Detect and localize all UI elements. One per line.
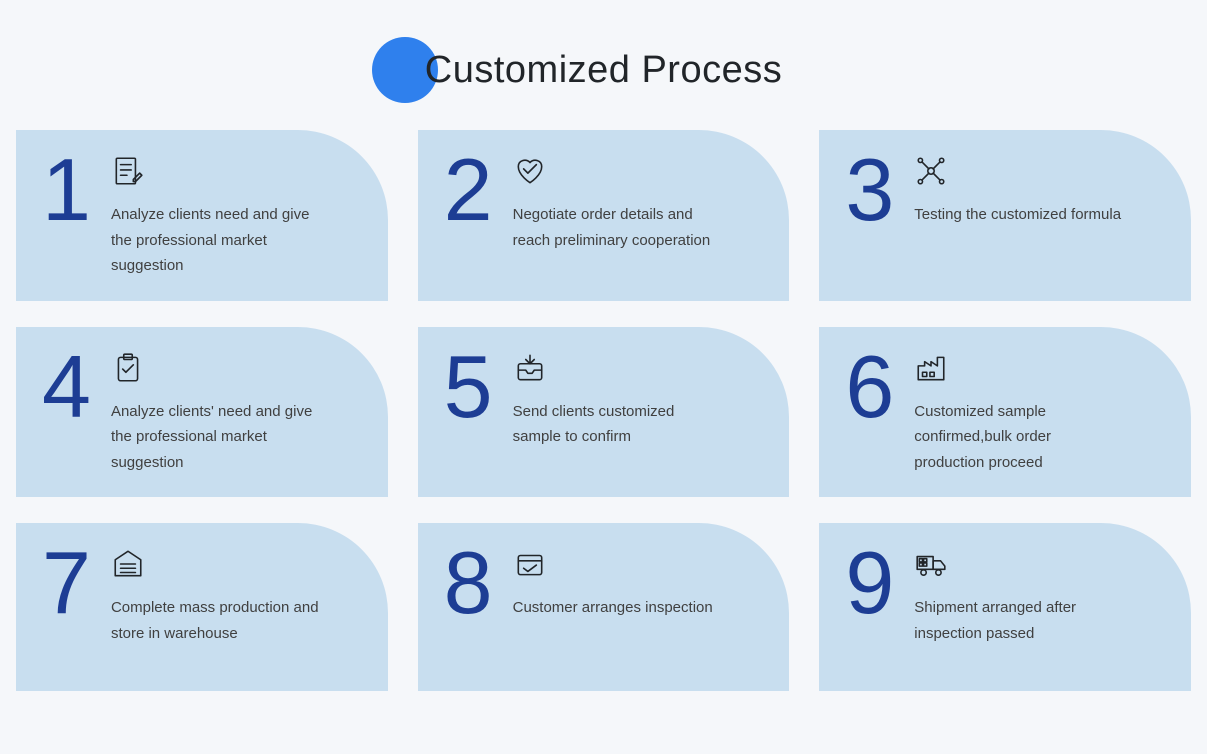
step-body: Shipment arranged after inspection passe… bbox=[914, 545, 1124, 646]
warehouse-icon bbox=[111, 547, 145, 581]
step-number: 7 bbox=[42, 541, 91, 625]
step-text: Negotiate order details and reach prelim… bbox=[513, 202, 723, 253]
step-card-2: 2 Negotiate order details and reach prel… bbox=[418, 130, 790, 301]
edit-note-icon bbox=[111, 154, 145, 188]
step-text: Testing the customized formula bbox=[914, 202, 1121, 228]
step-body: Customer arranges inspection bbox=[513, 545, 713, 621]
page-title: Customized Process bbox=[10, 30, 1197, 110]
step-text: Analyze clients need and give the profes… bbox=[111, 202, 321, 279]
step-body: Negotiate order details and reach prelim… bbox=[513, 152, 723, 253]
step-body: Testing the customized formula bbox=[914, 152, 1121, 228]
step-card-4: 4 Analyze clients' need and give the pro… bbox=[16, 327, 388, 498]
step-text: Customer arranges inspection bbox=[513, 595, 713, 621]
step-card-1: 1 Analyze clients need and give the prof… bbox=[16, 130, 388, 301]
step-card-7: 7 Complete mass production and store in … bbox=[16, 523, 388, 691]
step-number: 2 bbox=[444, 148, 493, 232]
package-check-icon bbox=[513, 547, 547, 581]
clipboard-icon bbox=[111, 351, 145, 385]
step-number: 6 bbox=[845, 345, 894, 429]
step-text: Send clients customized sample to confir… bbox=[513, 399, 723, 450]
step-body: Analyze clients' need and give the profe… bbox=[111, 349, 321, 476]
step-card-9: 9 Shipment arranged after inspection pas… bbox=[819, 523, 1191, 691]
inbox-icon bbox=[513, 351, 547, 385]
handshake-icon bbox=[513, 154, 547, 188]
truck-icon bbox=[914, 547, 948, 581]
step-number: 8 bbox=[444, 541, 493, 625]
step-body: Analyze clients need and give the profes… bbox=[111, 152, 321, 279]
step-text: Shipment arranged after inspection passe… bbox=[914, 595, 1124, 646]
step-number: 4 bbox=[42, 345, 91, 429]
step-number: 1 bbox=[42, 148, 91, 232]
step-body: Send clients customized sample to confir… bbox=[513, 349, 723, 450]
step-text: Analyze clients' need and give the profe… bbox=[111, 399, 321, 476]
factory-icon bbox=[914, 351, 948, 385]
title-row: Customized Process bbox=[10, 30, 1197, 110]
step-number: 5 bbox=[444, 345, 493, 429]
steps-grid: 1 Analyze clients need and give the prof… bbox=[10, 130, 1197, 691]
step-text: Customized sample confirmed,bulk order p… bbox=[914, 399, 1124, 476]
step-body: Customized sample confirmed,bulk order p… bbox=[914, 349, 1124, 476]
molecule-icon bbox=[914, 154, 948, 188]
step-card-8: 8 Customer arranges inspection bbox=[418, 523, 790, 691]
step-body: Complete mass production and store in wa… bbox=[111, 545, 321, 646]
step-card-5: 5 Send clients customized sample to conf… bbox=[418, 327, 790, 498]
step-card-3: 3 Testing the customized formula bbox=[819, 130, 1191, 301]
step-number: 3 bbox=[845, 148, 894, 232]
step-card-6: 6 Customized sample confirmed,bulk order… bbox=[819, 327, 1191, 498]
process-infographic: Customized Process 1 Analyze clients nee… bbox=[0, 0, 1207, 701]
step-number: 9 bbox=[845, 541, 894, 625]
step-text: Complete mass production and store in wa… bbox=[111, 595, 321, 646]
